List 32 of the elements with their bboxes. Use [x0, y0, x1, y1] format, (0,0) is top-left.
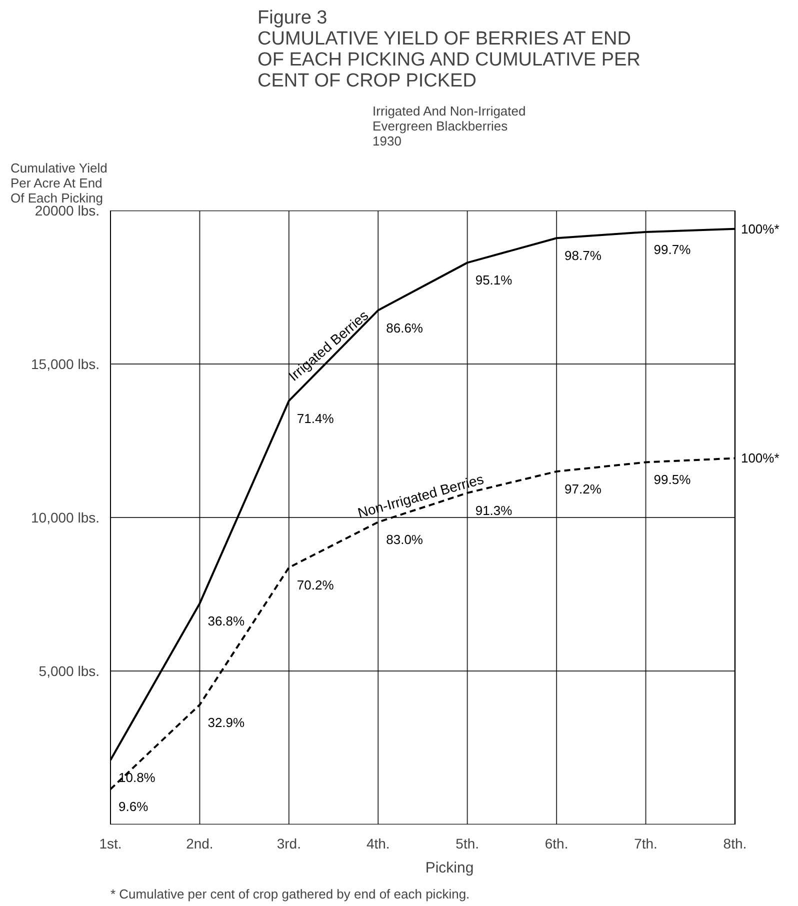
x-tick-label: 7th. — [634, 836, 658, 852]
annotation: 86.6% — [386, 320, 424, 336]
annotation: 36.8% — [208, 613, 246, 628]
annotation: 10.8% — [118, 770, 156, 786]
annotation: 71.4% — [296, 410, 334, 426]
y-tick-label: 5,000 lbs. — [38, 663, 100, 679]
x-tick-label: 4th. — [366, 836, 390, 852]
x-tick-label: 5th. — [456, 836, 480, 852]
annotation: 32.9% — [208, 714, 246, 730]
annotation: 70.2% — [296, 578, 334, 593]
annotation: 83.0% — [386, 532, 424, 548]
x-tick-label: 3rd. — [276, 836, 301, 852]
x-axis-title: Picking — [425, 860, 474, 876]
annotation: 9.6% — [118, 799, 149, 814]
x-tick-label: 2nd. — [186, 836, 214, 852]
annotation: 99.7% — [654, 242, 692, 257]
chart-title: Figure 3 CUMULATIVE YIELD OF BERRIES AT END OF EACH PICKING AND CUMULATIVE PER CENT OF CROP PICKED — [258, 8, 640, 92]
chart-subtitle: Irrigated And Non-Irrigated Evergreen Blackberries 1930 — [372, 104, 526, 148]
x-tick-label: 6th. — [544, 836, 568, 852]
annotation: 100%* — [740, 450, 780, 466]
x-tick-label: 1st. — [99, 836, 122, 852]
x-tick-label: 8th. — [723, 836, 747, 852]
annotation: 97.2% — [564, 481, 602, 496]
annotation: 99.5% — [654, 472, 692, 488]
annotation: 98.7% — [564, 248, 602, 264]
text: * Cumulative per cent of crop gathered by end of each picking. — [110, 886, 470, 902]
y-tick-label: 10,000 lbs. — [31, 510, 100, 526]
annotation: 100%* — [740, 221, 780, 236]
annotation: 95.1% — [475, 272, 513, 288]
y-axis-title: Cumulative Yield Per Acre At End Of Each Picking — [10, 160, 108, 206]
annotation: 91.3% — [475, 502, 513, 518]
y-tick-label: 15,000 lbs. — [31, 356, 100, 372]
